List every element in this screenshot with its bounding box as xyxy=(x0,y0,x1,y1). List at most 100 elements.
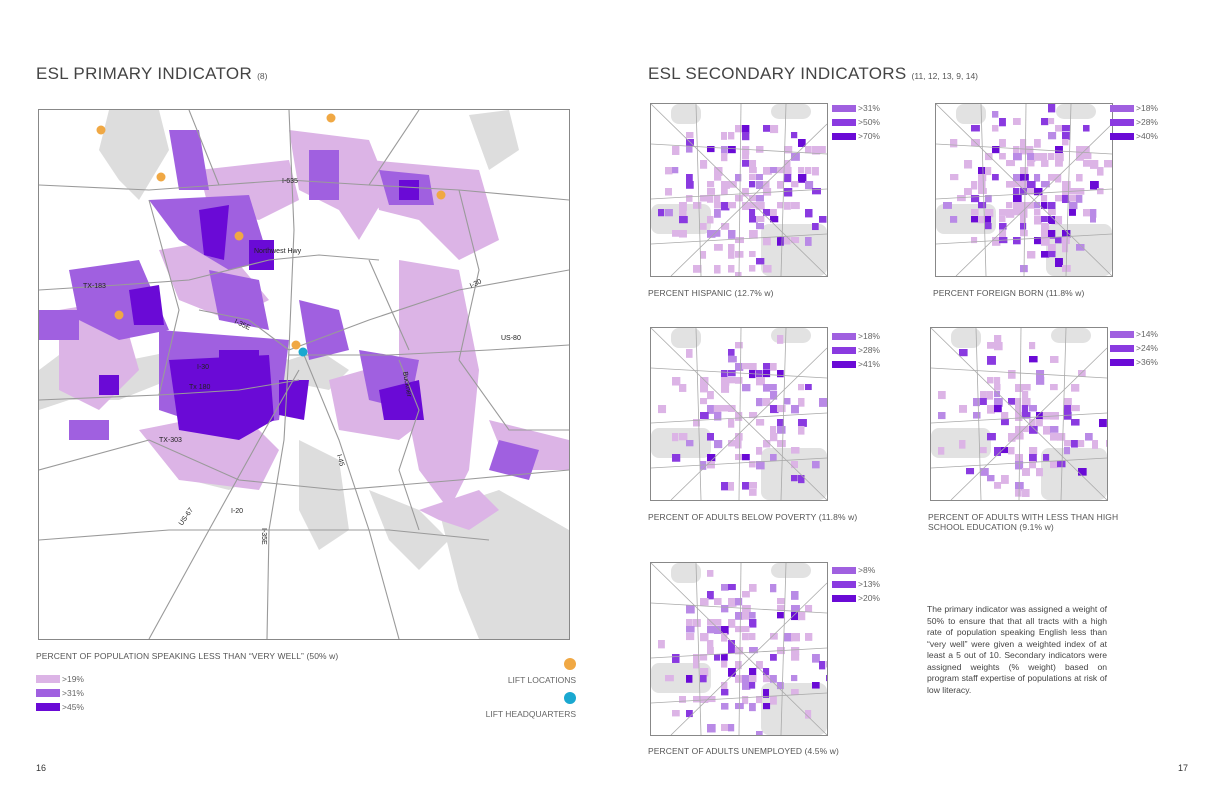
tract-cell xyxy=(791,202,800,210)
tract-cell xyxy=(1092,440,1099,449)
tract-cell xyxy=(1055,195,1063,202)
tract-cell xyxy=(735,647,744,655)
legend-swatch-mid xyxy=(36,689,60,697)
tract-cell xyxy=(1013,118,1021,125)
tract-cell xyxy=(985,195,992,203)
tract-cell xyxy=(742,125,750,134)
tract-cell xyxy=(749,216,758,223)
tract-cell xyxy=(1055,258,1063,267)
tract-cell xyxy=(770,433,778,442)
tract-cell xyxy=(805,605,813,613)
tract-cell xyxy=(1055,125,1064,132)
map-road xyxy=(1060,328,1067,500)
secondary-legend-2: >18% >28% >40% xyxy=(1110,101,1158,143)
legend-item: >13% xyxy=(832,577,880,591)
tract-cell xyxy=(749,461,756,468)
tract-cell xyxy=(1071,405,1080,412)
tract-cell xyxy=(749,167,757,174)
tract-cell xyxy=(700,696,709,703)
tract-cell xyxy=(770,696,777,705)
caption-line: PERCENT HISPANIC (12.7% w) xyxy=(648,288,774,298)
tract-cell xyxy=(994,342,1003,351)
tract-cell xyxy=(973,412,981,419)
tract-cell xyxy=(1034,174,1041,182)
tract-cell xyxy=(763,181,770,188)
tract-cell xyxy=(700,412,709,420)
tract-cell xyxy=(1064,447,1071,455)
tract-cell xyxy=(770,384,777,391)
tract-cell xyxy=(1050,426,1059,433)
legend-label: >40% xyxy=(1136,131,1158,141)
tract-cell xyxy=(1055,160,1063,167)
tract-cell xyxy=(756,398,763,407)
map-road xyxy=(651,412,827,424)
tract-cell xyxy=(971,209,979,216)
tract-cell xyxy=(777,237,784,246)
tract-cell xyxy=(819,216,827,223)
tract-cell xyxy=(1090,160,1099,169)
tract-cell xyxy=(721,384,730,393)
map-road xyxy=(936,188,1112,200)
tract-cell xyxy=(978,174,987,182)
map-water-area xyxy=(936,204,996,234)
tract-cell xyxy=(784,188,793,197)
tract-cell xyxy=(777,605,785,612)
tract-cell xyxy=(1041,181,1050,188)
tract-cell xyxy=(721,626,729,635)
tract-cell xyxy=(672,377,681,386)
tract-cell xyxy=(805,384,812,391)
tract-cell xyxy=(679,230,687,238)
tract-cell xyxy=(749,668,757,677)
tract-cell xyxy=(1022,468,1031,476)
tract-cell xyxy=(964,188,972,196)
tract-cell xyxy=(1048,209,1056,216)
tract-cell xyxy=(791,153,800,161)
tract-cell xyxy=(700,195,709,202)
tract-cell xyxy=(1006,160,1015,167)
tract-cell xyxy=(728,668,736,677)
lift-location-markers xyxy=(96,113,446,350)
map-water-area xyxy=(951,328,981,348)
tract-cell xyxy=(756,258,765,265)
tract-cell xyxy=(658,640,665,649)
tract-cell xyxy=(735,433,743,441)
tract-cell xyxy=(784,174,792,183)
tract-cell xyxy=(756,223,765,230)
tract-cell xyxy=(959,440,966,449)
tract-cell xyxy=(763,668,770,676)
tract-cell xyxy=(700,251,707,259)
tract-cell xyxy=(1013,153,1022,161)
legend-swatch xyxy=(832,360,856,368)
legend-item: >31% xyxy=(832,101,880,115)
tract-cell xyxy=(749,195,757,202)
caption-line: PERCENT OF ADULTS BELOW POVERTY (11.8% w… xyxy=(648,512,858,522)
tract-cell xyxy=(763,398,771,406)
tract-cell xyxy=(763,370,771,378)
tract-cell xyxy=(749,633,756,641)
page-number-left: 16 xyxy=(36,763,47,773)
tract-cell xyxy=(728,619,736,628)
secondary-map-canvas xyxy=(651,328,827,500)
map-road xyxy=(738,563,742,735)
tract-cell xyxy=(992,237,1001,246)
tract-cell xyxy=(1034,139,1041,148)
tract-cell xyxy=(994,384,1001,391)
tract-cell xyxy=(1029,342,1036,350)
tract-cell xyxy=(1083,125,1090,132)
tract-cell xyxy=(728,370,736,377)
map-road xyxy=(651,233,827,245)
tract-cell xyxy=(812,682,820,689)
lift-location-marker xyxy=(436,190,446,200)
tract-cell xyxy=(1043,426,1051,435)
legend-swatch xyxy=(832,566,856,574)
tract-cell xyxy=(1062,230,1071,238)
tract-cell xyxy=(1062,181,1071,189)
tract-cell xyxy=(1020,167,1029,176)
secondary-caption-3: PERCENT OF ADULTS BELOW POVERTY (11.8% w… xyxy=(648,512,857,522)
tract-cell xyxy=(756,181,765,189)
tract-cell xyxy=(1062,132,1071,140)
tract-cell xyxy=(707,570,714,577)
tract-cell xyxy=(784,167,792,175)
tract-cell xyxy=(1055,153,1064,162)
legend-item: >24% xyxy=(1110,341,1158,355)
